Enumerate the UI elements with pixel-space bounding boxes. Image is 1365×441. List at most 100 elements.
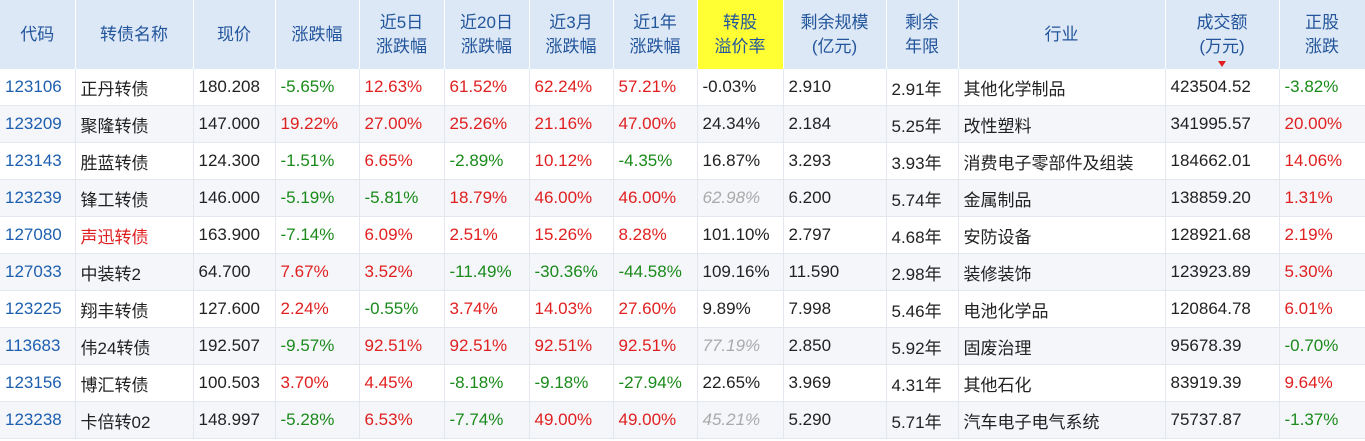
header-text: 剩余规模 xyxy=(800,12,869,32)
table-cell: 46.00% xyxy=(613,179,698,217)
table-body: 123106 正丹转债 180.208 -5.65% 12.63% 61.52% 62.24… xyxy=(0,69,1365,439)
bond-name: 正丹转债 xyxy=(75,69,194,106)
table-cell: 9.89% xyxy=(697,290,784,328)
header-text: 剩余 xyxy=(905,12,939,32)
table-row[interactable]: 127080 声迅转债 163.900 -7.14% 6.09% 2.51% 15.26% 8… xyxy=(0,216,1365,254)
table-cell: 27.60% xyxy=(613,290,698,328)
table-cell: 6.200 xyxy=(783,179,887,217)
table-cell: 2.184 xyxy=(783,105,887,143)
column-header[interactable]: 行业 xyxy=(958,0,1166,69)
table-cell: 109.16% xyxy=(697,253,784,291)
table-cell: -11.49% xyxy=(444,253,530,291)
table-cell: 95678.39 xyxy=(1165,327,1280,365)
table-cell: 123923.89 xyxy=(1165,253,1280,291)
table-cell: 8.28% xyxy=(613,216,698,254)
table-cell: -0.55% xyxy=(359,290,445,328)
header-text: 正股 xyxy=(1305,12,1339,32)
table-cell: 19.22% xyxy=(275,105,360,143)
table-cell: 62.24% xyxy=(529,69,614,106)
bond-code[interactable]: 123156 xyxy=(0,364,76,402)
table-cell: 5.290 xyxy=(783,401,887,439)
table-cell: 5.71年 xyxy=(886,401,959,439)
table-row[interactable]: 113683 伟24转债 192.507 -9.57% 92.51% 92.51% 92.5… xyxy=(0,327,1365,365)
table-cell: -4.35% xyxy=(613,142,698,180)
header-text: 代码 xyxy=(20,24,55,44)
table-cell: 100.503 xyxy=(193,364,276,402)
table-row[interactable]: 127033 中装转2 64.700 7.67% 3.52% -11.49% -30.36%… xyxy=(0,253,1365,291)
table-cell: -2.89% xyxy=(444,142,530,180)
bond-name: 声迅转债 xyxy=(75,216,194,254)
column-header[interactable]: 近20日涨跌幅 xyxy=(444,0,530,69)
table-cell: 127.600 xyxy=(193,290,276,328)
table-cell: 120864.78 xyxy=(1165,290,1280,328)
table-cell: 5.46年 xyxy=(886,290,959,328)
table-cell: 192.507 xyxy=(193,327,276,365)
header-text: 涨跌幅 xyxy=(376,36,427,56)
bond-code[interactable]: 127033 xyxy=(0,253,76,291)
table-cell: 2.850 xyxy=(783,327,887,365)
table-cell: 146.000 xyxy=(193,179,276,217)
bond-code[interactable]: 123238 xyxy=(0,401,76,439)
table-cell: 3.969 xyxy=(783,364,887,402)
table-cell: 21.16% xyxy=(529,105,614,143)
table-cell: 6.53% xyxy=(359,401,445,439)
table-cell: 7.67% xyxy=(275,253,360,291)
table-row[interactable]: 123238 卡倍转02 148.997 -5.28% 6.53% -7.74% 49.00… xyxy=(0,401,1365,439)
bond-code[interactable]: 123209 xyxy=(0,105,76,143)
table-cell: 101.10% xyxy=(697,216,784,254)
header-text: 溢价率 xyxy=(714,36,766,56)
table-cell: 92.51% xyxy=(529,327,614,365)
table-cell: 49.00% xyxy=(529,401,614,439)
column-header[interactable]: 现价 xyxy=(193,0,276,69)
table-cell: 75737.87 xyxy=(1165,401,1280,439)
bond-code[interactable]: 123106 xyxy=(0,69,76,106)
table-cell: 24.34% xyxy=(697,105,784,143)
table-row[interactable]: 123156 博汇转债 100.503 3.70% 4.45% -8.18% -9.18% -… xyxy=(0,364,1365,402)
bond-code[interactable]: 123143 xyxy=(0,142,76,180)
header-text: 现价 xyxy=(217,24,251,44)
table-cell: 4.68年 xyxy=(886,216,959,254)
column-header[interactable]: 剩余规模 (亿元) xyxy=(783,0,887,69)
table-cell: 47.00% xyxy=(613,105,698,143)
bond-code[interactable]: 123225 xyxy=(0,290,76,328)
table-cell: 128921.68 xyxy=(1165,216,1280,254)
column-header[interactable]: 转股 溢价率 xyxy=(697,0,784,69)
header-text: 近1年 xyxy=(633,12,677,32)
table-row[interactable]: 123106 正丹转债 180.208 -5.65% 12.63% 61.52% 62.24… xyxy=(0,69,1365,106)
table-cell: -8.18% xyxy=(444,364,530,402)
table-row[interactable]: 123209 聚隆转债 147.000 19.22% 27.00% 25.26% 21.16… xyxy=(0,105,1365,143)
bond-name: 博汇转债 xyxy=(75,364,194,402)
table-cell: -7.74% xyxy=(444,401,530,439)
column-header[interactable]: 正股 涨跌 xyxy=(1279,0,1365,69)
table-cell: 2.24% xyxy=(275,290,360,328)
column-header[interactable]: 近5日 涨跌幅 xyxy=(359,0,445,69)
header-text: 涨跌幅 xyxy=(291,24,343,44)
column-header[interactable]: 剩余 年限 xyxy=(886,0,959,69)
bond-code[interactable]: 113683 xyxy=(0,327,76,365)
table-cell: 11.590 xyxy=(783,253,887,291)
table-cell: 改性塑料 xyxy=(958,105,1166,143)
column-header[interactable]: 成交额 (万元) xyxy=(1165,0,1280,69)
column-header[interactable]: 代码 xyxy=(0,0,76,69)
table-cell: -27.94% xyxy=(613,364,698,402)
bond-code[interactable]: 127080 xyxy=(0,216,76,254)
header-text: 涨跌幅 xyxy=(461,36,512,56)
table-cell: 163.900 xyxy=(193,216,276,254)
column-header[interactable]: 近1年 涨跌幅 xyxy=(613,0,698,69)
table-cell: 金属制品 xyxy=(958,179,1166,217)
table-row[interactable]: 123143 胜蓝转债 124.300 -1.51% 6.65% -2.89% 10.12%… xyxy=(0,142,1365,180)
table-cell: 49.00% xyxy=(613,401,698,439)
table-cell: 184662.01 xyxy=(1165,142,1280,180)
column-header[interactable]: 转债名称 xyxy=(75,0,194,69)
sort-arrow[interactable] xyxy=(1218,61,1226,67)
table-cell: 3.293 xyxy=(783,142,887,180)
column-header[interactable]: 近3月 涨跌幅 xyxy=(529,0,614,69)
column-header[interactable]: 涨跌幅 xyxy=(275,0,360,69)
bond-code[interactable]: 123239 xyxy=(0,179,76,217)
table-cell: 消费电子零部件及组装 xyxy=(958,142,1166,180)
table-row[interactable]: 123225 翔丰转债 127.600 2.24% -0.55% 3.74% 14.03% 2… xyxy=(0,290,1365,328)
header-text: 近20日 xyxy=(460,12,513,32)
table-row[interactable]: 123239 锋工转债 146.000 -5.19% -5.81% 18.79% 46.00… xyxy=(0,179,1365,217)
